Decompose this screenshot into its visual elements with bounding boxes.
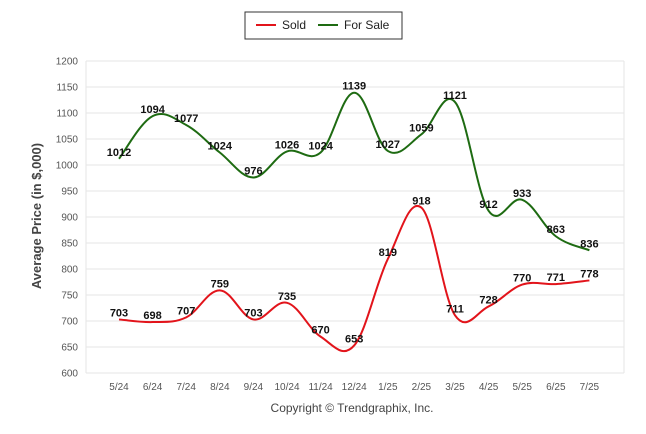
data-label-for-sale: 1094 [140, 104, 165, 116]
data-label-sold: 703 [110, 307, 128, 319]
y-tick-label: 1150 [56, 83, 78, 94]
y-tick-label: 750 [61, 291, 78, 302]
data-label-sold: 819 [379, 247, 397, 259]
data-label-sold: 728 [479, 294, 497, 306]
legend: Sold For Sale [244, 11, 403, 40]
data-label-for-sale: 1027 [376, 139, 400, 151]
x-tick-label: 11/24 [308, 382, 333, 393]
x-tick-label: 7/25 [580, 382, 600, 393]
x-tick-label: 9/24 [244, 382, 264, 393]
data-label-for-sale: 912 [479, 199, 497, 211]
data-label-sold: 707 [177, 305, 195, 317]
x-tick-label: 2/25 [412, 382, 432, 393]
x-tick-label: 3/25 [445, 382, 465, 393]
y-tick-label: 1000 [56, 161, 79, 172]
legend-label-for-sale: For Sale [344, 18, 390, 32]
y-axis-ticks: 600 650 700 750 800 850 900 950 1000 1050 1100 1150… [56, 57, 79, 380]
data-label-sold: 653 [345, 333, 363, 345]
y-tick-label: 1050 [56, 135, 79, 146]
data-label-sold: 771 [547, 272, 565, 284]
data-label-for-sale: 976 [244, 165, 262, 177]
legend-label-sold: Sold [282, 18, 306, 32]
data-label-for-sale: 836 [580, 238, 598, 250]
gridlines [85, 60, 625, 374]
x-tick-label: 5/24 [109, 382, 129, 393]
data-label-for-sale: 1121 [443, 90, 467, 102]
data-label-for-sale: 933 [513, 188, 531, 200]
y-axis-title: Average Price (in $,000) [29, 143, 44, 289]
data-label-for-sale: 1012 [107, 147, 131, 159]
x-tick-label: 8/24 [210, 382, 230, 393]
x-tick-label: 5/25 [512, 382, 532, 393]
data-label-sold: 698 [143, 310, 161, 322]
series-line-for-sale [118, 91, 590, 252]
data-label-sold: 770 [513, 273, 531, 285]
data-label-sold: 759 [211, 278, 229, 290]
y-tick-label: 600 [61, 369, 78, 380]
data-label-for-sale: 863 [547, 224, 565, 236]
data-label-for-sale: 1026 [275, 139, 299, 151]
x-tick-label: 10/24 [274, 382, 299, 393]
x-tick-label: 6/25 [546, 382, 566, 393]
y-tick-label: 650 [61, 343, 78, 354]
x-tick-label: 12/24 [342, 382, 367, 393]
data-labels: 703 698 707 759 703 735 670 653 819 918 711 728 770 7… [107, 81, 599, 346]
data-label-for-sale: 1024 [308, 141, 333, 153]
data-label-sold: 778 [580, 268, 598, 280]
data-label-for-sale: 1059 [409, 122, 433, 134]
y-tick-label: 900 [61, 213, 78, 224]
data-label-for-sale: 1077 [174, 113, 198, 125]
x-tick-label: 1/25 [378, 382, 398, 393]
x-axis-ticks: 5/24 6/24 7/24 8/24 9/24 10/24 11/24 12/24 1/25 2… [109, 382, 599, 393]
data-label-for-sale: 1139 [342, 81, 366, 93]
y-tick-label: 1100 [56, 109, 78, 120]
x-tick-label: 7/24 [176, 382, 196, 393]
data-label-sold: 670 [311, 325, 329, 337]
x-tick-label: 4/25 [479, 382, 499, 393]
series-line-sold [118, 204, 590, 353]
data-label-for-sale: 1024 [208, 141, 233, 153]
y-tick-label: 1200 [56, 57, 79, 68]
data-label-sold: 918 [412, 196, 430, 208]
data-label-sold: 735 [278, 291, 296, 303]
y-tick-label: 950 [61, 187, 78, 198]
data-label-sold: 711 [446, 303, 464, 315]
y-tick-label: 800 [61, 265, 78, 276]
x-tick-label: 6/24 [143, 382, 163, 393]
footer-copyright: Copyright © Trendgraphix, Inc. [271, 401, 434, 415]
y-tick-label: 700 [61, 317, 78, 328]
y-tick-label: 850 [61, 239, 78, 250]
data-label-sold: 703 [244, 307, 262, 319]
series-lines [118, 91, 590, 353]
